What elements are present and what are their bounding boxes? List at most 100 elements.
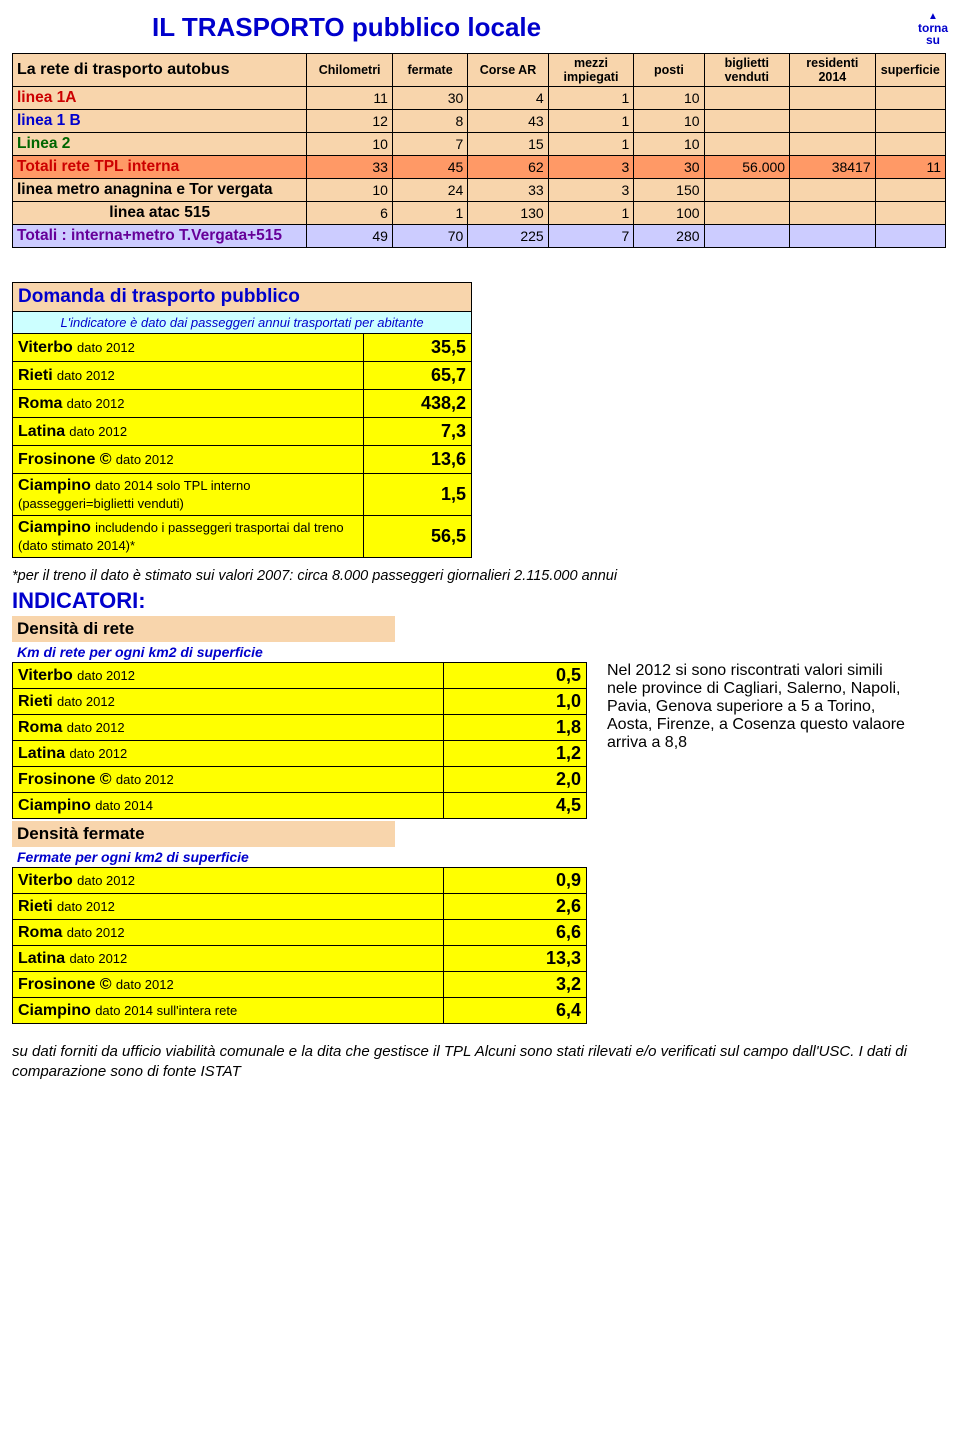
page-title: IL TRASPORTO pubblico locale xyxy=(12,12,541,43)
table-cell: 6 xyxy=(307,202,393,225)
bottom-source-note: su dati forniti da ufficio viabilità com… xyxy=(12,1042,948,1081)
demand-row-label: Rieti dato 2012 xyxy=(13,362,364,390)
demand-row-value: 13,6 xyxy=(364,446,472,474)
back-to-top-link[interactable]: ▲ torna su xyxy=(918,12,948,46)
indicatori-heading: INDICATORI: xyxy=(12,588,948,614)
t1-header: posti xyxy=(634,54,704,87)
transport-demand-table: Domanda di trasporto pubblico L'indicato… xyxy=(12,282,472,558)
densita-rete-table: Viterbo dato 20120,5Rieti dato 20121,0Ro… xyxy=(12,662,587,819)
table-cell xyxy=(790,110,876,133)
indicator-row-value: 1,2 xyxy=(444,741,587,767)
demand-row-label: Viterbo dato 2012 xyxy=(13,334,364,362)
table-cell: 8 xyxy=(392,110,467,133)
table-row-label: linea metro anagnina e Tor vergata xyxy=(13,179,307,202)
table-cell: 33 xyxy=(307,156,393,179)
demand-row-label: Latina dato 2012 xyxy=(13,418,364,446)
t1-header: superficie xyxy=(875,54,945,87)
densita-fermate-sub: Fermate per ogni km2 di superficie xyxy=(12,847,948,867)
t1-header: biglietti venduti xyxy=(704,54,790,87)
table-row-label: linea 1 B xyxy=(13,110,307,133)
table-cell: 3 xyxy=(548,179,634,202)
table-cell: 150 xyxy=(634,179,704,202)
table-cell xyxy=(875,179,945,202)
table-cell xyxy=(704,202,790,225)
table-cell: 10 xyxy=(634,87,704,110)
table-cell: 1 xyxy=(392,202,467,225)
indicator-row-value: 6,6 xyxy=(444,920,587,946)
table-cell: 15 xyxy=(468,133,548,156)
table-cell: 56.000 xyxy=(704,156,790,179)
table-cell: 130 xyxy=(468,202,548,225)
indicator-row-label: Latina dato 2012 xyxy=(13,946,444,972)
table-cell xyxy=(790,225,876,248)
indicator-row-label: Rieti dato 2012 xyxy=(13,894,444,920)
indicator-row-label: Rieti dato 2012 xyxy=(13,689,444,715)
table-cell xyxy=(875,133,945,156)
table-cell xyxy=(875,225,945,248)
table-cell: 3 xyxy=(548,156,634,179)
table-cell: 4 xyxy=(468,87,548,110)
table-cell: 1 xyxy=(548,110,634,133)
table-cell xyxy=(704,225,790,248)
indicator-row-value: 1,0 xyxy=(444,689,587,715)
table-row-label: Linea 2 xyxy=(13,133,307,156)
indicator-row-value: 1,8 xyxy=(444,715,587,741)
t1-header: residenti 2014 xyxy=(790,54,876,87)
table-cell: 10 xyxy=(634,110,704,133)
table-cell xyxy=(790,133,876,156)
indicator-row-label: Viterbo dato 2012 xyxy=(13,663,444,689)
table-cell: 45 xyxy=(392,156,467,179)
transport-network-table: La rete di trasporto autobusChilometrife… xyxy=(12,53,946,248)
t1-header: mezzi impiegati xyxy=(548,54,634,87)
side-note: Nel 2012 si sono riscontrati valori simi… xyxy=(607,662,917,752)
table-cell: 225 xyxy=(468,225,548,248)
demand-subtitle: L'indicatore è dato dai passeggeri annui… xyxy=(13,312,472,334)
table-cell: 280 xyxy=(634,225,704,248)
table-cell: 7 xyxy=(392,133,467,156)
demand-row-value: 1,5 xyxy=(364,474,472,516)
indicator-row-label: Roma dato 2012 xyxy=(13,715,444,741)
table-row-label: linea 1A xyxy=(13,87,307,110)
table-cell: 38417 xyxy=(790,156,876,179)
indicator-row-value: 0,5 xyxy=(444,663,587,689)
table-cell xyxy=(875,87,945,110)
t1-header: Chilometri xyxy=(307,54,393,87)
demand-row-label: Roma dato 2012 xyxy=(13,390,364,418)
demand-row-label: Frosinone © dato 2012 xyxy=(13,446,364,474)
table-cell: 62 xyxy=(468,156,548,179)
indicator-row-value: 4,5 xyxy=(444,793,587,819)
footnote-treno: *per il treno il dato è stimato sui valo… xyxy=(12,568,948,584)
densita-fermate-title: Densità fermate xyxy=(12,821,395,847)
indicator-row-label: Frosinone © dato 2012 xyxy=(13,767,444,793)
indicator-row-label: Roma dato 2012 xyxy=(13,920,444,946)
table-row-label: linea atac 515 xyxy=(13,202,307,225)
table-row-label: Totali rete TPL interna xyxy=(13,156,307,179)
densita-rete-sub: Km di rete per ogni km2 di superficie xyxy=(12,642,948,662)
indicator-row-label: Latina dato 2012 xyxy=(13,741,444,767)
t1-header: Corse AR xyxy=(468,54,548,87)
densita-rete-title: Densità di rete xyxy=(12,616,395,642)
table-cell xyxy=(704,87,790,110)
torna-label-2: su xyxy=(918,34,948,46)
table-cell: 12 xyxy=(307,110,393,133)
table-cell xyxy=(790,87,876,110)
table-cell: 10 xyxy=(307,179,393,202)
demand-row-value: 35,5 xyxy=(364,334,472,362)
table-cell: 11 xyxy=(875,156,945,179)
demand-row-label: Ciampino includendo i passeggeri traspor… xyxy=(13,516,364,558)
table-cell: 11 xyxy=(307,87,393,110)
table-cell xyxy=(704,133,790,156)
indicator-row-value: 2,0 xyxy=(444,767,587,793)
table-row-label: Totali : interna+metro T.Vergata+515 xyxy=(13,225,307,248)
table-cell xyxy=(875,110,945,133)
demand-row-label: Ciampino dato 2014 solo TPL interno (pas… xyxy=(13,474,364,516)
indicator-row-value: 2,6 xyxy=(444,894,587,920)
table-cell xyxy=(704,110,790,133)
indicator-row-label: Frosinone © dato 2012 xyxy=(13,972,444,998)
indicator-row-label: Viterbo dato 2012 xyxy=(13,868,444,894)
indicator-row-value: 6,4 xyxy=(444,998,587,1024)
demand-row-value: 7,3 xyxy=(364,418,472,446)
table-cell xyxy=(704,179,790,202)
table-cell: 24 xyxy=(392,179,467,202)
table-cell: 10 xyxy=(634,133,704,156)
